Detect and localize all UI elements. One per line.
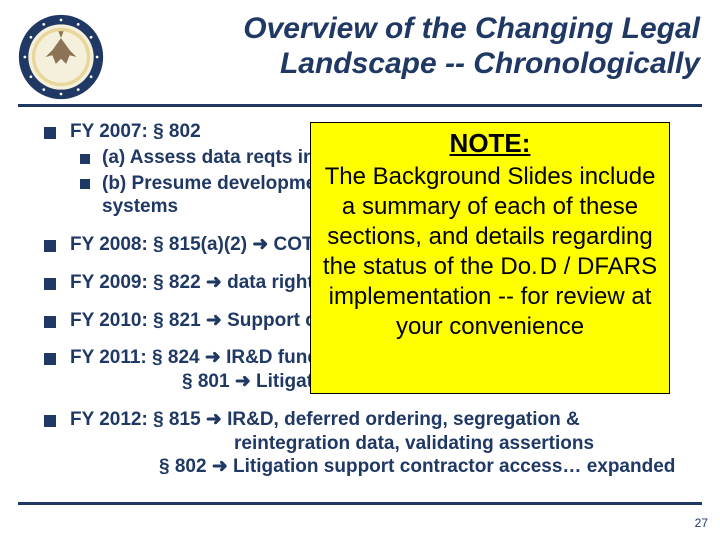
bullet-fy2012-cont-b: § 802 ➜ Litigation support contractor ac… <box>44 455 702 479</box>
bullet-square-icon <box>80 179 90 189</box>
bullet-fy2012: FY 2012: § 815 ➜ IR&D, deferred ordering… <box>44 408 702 432</box>
title-line1: Overview of the Changing Legal <box>243 12 700 45</box>
footer-rule <box>18 502 702 505</box>
bullet-square-icon <box>44 240 56 252</box>
bullet-square-icon <box>44 127 56 139</box>
bullet-text: FY 2012: § 815 ➜ IR&D, deferred ordering… <box>70 409 580 430</box>
bullet-fy2012-cont-a: reintegration data, validating assertion… <box>44 432 702 456</box>
bullet-cont-text: § 802 ➜ Litigation support contractor ac… <box>159 456 675 477</box>
slide-title: Overview of the Changing Legal Landscape… <box>150 12 710 81</box>
bullet-square-icon <box>44 316 56 328</box>
note-title: NOTE: <box>321 127 659 160</box>
bullet-square-icon <box>44 278 56 290</box>
bullet-square-icon <box>44 415 56 427</box>
page-number: 27 <box>695 516 708 530</box>
bullet-text: FY 2007: § 802 <box>70 121 201 142</box>
note-text: The Background Slides include a summary … <box>321 162 659 342</box>
dod-seal <box>18 14 104 100</box>
bullet-square-icon <box>44 353 56 365</box>
note-callout: NOTE: The Background Slides include a su… <box>310 122 670 394</box>
bullet-square-icon <box>80 154 90 164</box>
title-line2: Landscape -- Chronologically <box>280 47 700 80</box>
bullet-cont-text: reintegration data, validating assertion… <box>234 433 594 454</box>
header-rule <box>18 104 702 107</box>
